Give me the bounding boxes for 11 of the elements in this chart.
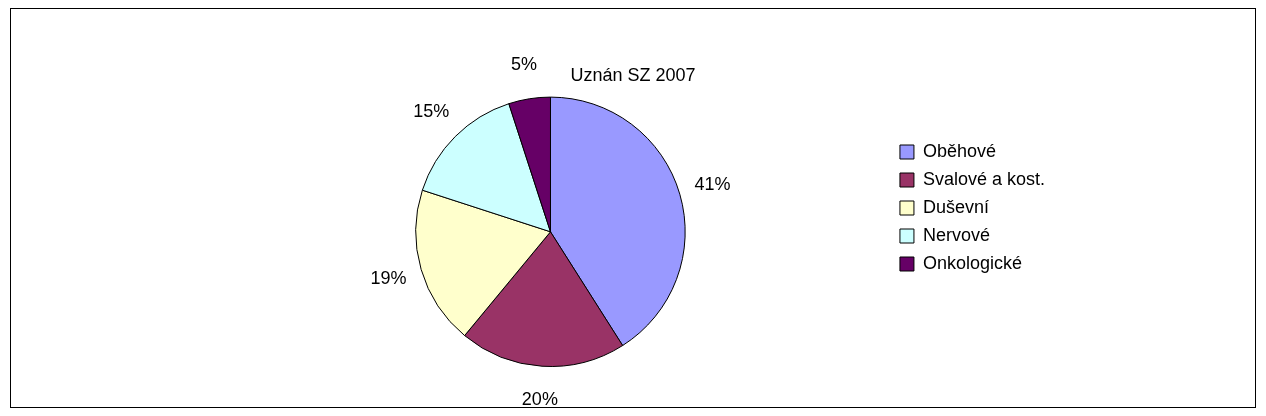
data-label: 19% — [370, 267, 407, 288]
data-label: 41% — [694, 173, 731, 194]
legend-label: Duševní — [922, 196, 989, 217]
data-label: 15% — [413, 101, 450, 122]
legend-label: Svalové a kost. — [922, 168, 1045, 189]
data-label: 20% — [521, 389, 558, 410]
legend-label: Oběhové — [922, 140, 996, 161]
chart-title: Uznán SZ 2007 — [570, 64, 696, 85]
data-label: 5% — [511, 54, 538, 75]
legend-label: Onkologické — [922, 252, 1022, 273]
legend-label: Nervové — [922, 224, 990, 245]
